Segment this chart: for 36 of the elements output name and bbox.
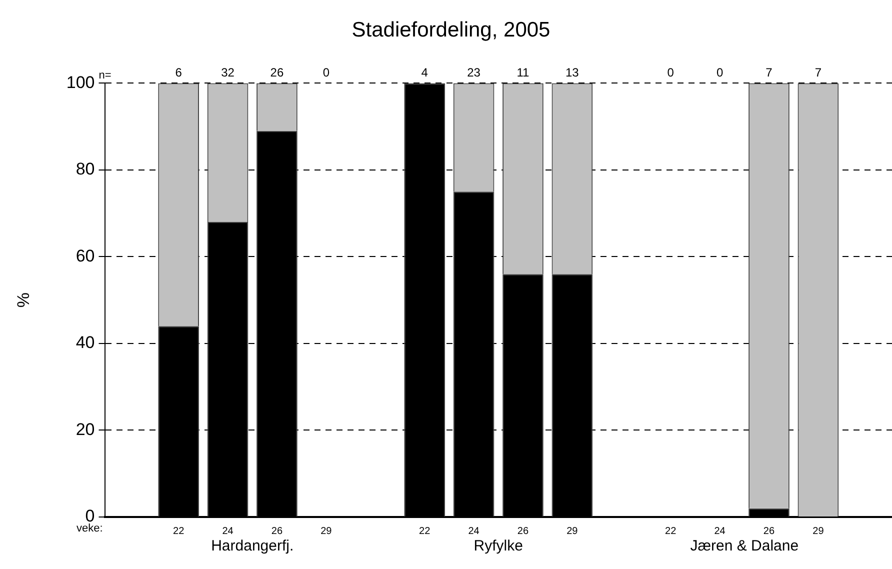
x-tick-label: 29	[566, 526, 578, 537]
y-tick-label: 100	[66, 72, 95, 92]
text: 0	[667, 66, 674, 80]
y-tick-label: 40	[76, 333, 95, 352]
text: veke:	[76, 522, 103, 535]
text: Hardangerfj.	[211, 538, 294, 555]
y-tick-label: 80	[76, 160, 95, 179]
y-axis-title: %	[14, 292, 33, 308]
text: 23	[467, 66, 481, 80]
x-tick-label: 24	[468, 526, 480, 537]
text: 32	[221, 66, 235, 80]
text: 6	[175, 66, 182, 80]
text: 0	[322, 66, 330, 80]
x-tick-label: 26	[271, 526, 283, 537]
x-tick-label: 29	[320, 526, 332, 537]
x-tick-label: 26	[763, 526, 775, 537]
text: 13	[566, 66, 580, 80]
y-tick-label: 60	[76, 246, 95, 266]
text: Ryfylke	[474, 538, 523, 555]
x-tick-label: 24	[714, 526, 726, 537]
text: 26	[270, 66, 284, 80]
chart-title: Stadiefordeling, 2005	[352, 18, 550, 42]
text: Jæren & Dalane	[690, 538, 799, 555]
text: 7	[766, 66, 773, 80]
y-tick-label: 20	[76, 420, 95, 439]
text: n=	[98, 70, 112, 82]
x-tick-label: 26	[517, 526, 529, 537]
x-tick-label: 24	[222, 526, 234, 537]
text: 4	[421, 66, 428, 80]
x-tick-label: 22	[665, 526, 677, 537]
x-tick-label: 29	[812, 526, 824, 537]
x-tick-label: 22	[419, 526, 431, 537]
text: 7	[814, 66, 822, 80]
text: 0	[716, 66, 724, 80]
x-tick-label: 22	[173, 526, 185, 537]
text: 11	[516, 66, 530, 80]
